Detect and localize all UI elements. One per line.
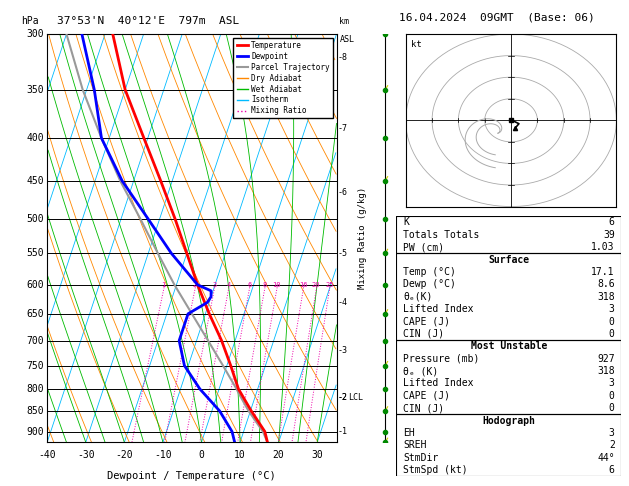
Text: 1.03: 1.03 (591, 242, 615, 252)
Text: 500: 500 (26, 214, 44, 224)
Text: K: K (403, 217, 409, 227)
Text: 6: 6 (247, 282, 252, 288)
Text: 6: 6 (609, 217, 615, 227)
Text: -2: -2 (338, 393, 348, 402)
Text: 37°53'N  40°12'E  797m  ASL: 37°53'N 40°12'E 797m ASL (57, 16, 240, 26)
Text: Lifted Index: Lifted Index (403, 304, 474, 314)
Text: 0: 0 (609, 316, 615, 327)
Text: 44°: 44° (597, 452, 615, 463)
Text: 30: 30 (311, 451, 323, 460)
Text: θₑ(K): θₑ(K) (403, 292, 432, 302)
Text: 927: 927 (597, 354, 615, 364)
Text: CAPE (J): CAPE (J) (403, 391, 450, 401)
Text: CAPE (J): CAPE (J) (403, 316, 450, 327)
Text: SREH: SREH (403, 440, 426, 451)
Text: 20: 20 (312, 282, 320, 288)
Text: 4: 4 (226, 282, 231, 288)
Text: -5: -5 (338, 249, 348, 258)
Text: 0: 0 (609, 329, 615, 339)
Text: -6: -6 (338, 188, 348, 197)
Text: 6: 6 (609, 465, 615, 475)
Text: -10: -10 (154, 451, 172, 460)
Text: kt: kt (411, 40, 421, 49)
Text: 3: 3 (609, 379, 615, 388)
Text: Dewp (°C): Dewp (°C) (403, 279, 456, 289)
Text: 0: 0 (199, 451, 204, 460)
Text: EH: EH (403, 428, 415, 438)
Text: 600: 600 (26, 280, 44, 290)
Text: 3: 3 (609, 428, 615, 438)
Text: Pressure (mb): Pressure (mb) (403, 354, 479, 364)
Text: 20: 20 (273, 451, 284, 460)
Text: 16: 16 (299, 282, 308, 288)
Text: 3: 3 (609, 304, 615, 314)
Legend: Temperature, Dewpoint, Parcel Trajectory, Dry Adiabat, Wet Adiabat, Isotherm, Mi: Temperature, Dewpoint, Parcel Trajectory… (233, 38, 333, 119)
Text: -30: -30 (77, 451, 94, 460)
Text: 850: 850 (26, 406, 44, 416)
Text: 450: 450 (26, 176, 44, 186)
Text: 0: 0 (609, 391, 615, 401)
Text: 550: 550 (26, 248, 44, 259)
Text: 8.6: 8.6 (597, 279, 615, 289)
Text: PW (cm): PW (cm) (403, 242, 444, 252)
Text: Mixing Ratio (g/kg): Mixing Ratio (g/kg) (358, 187, 367, 289)
Text: -20: -20 (116, 451, 133, 460)
Text: Temp (°C): Temp (°C) (403, 267, 456, 277)
Text: -40: -40 (38, 451, 56, 460)
Text: 17.1: 17.1 (591, 267, 615, 277)
Text: Lifted Index: Lifted Index (403, 379, 474, 388)
Text: Dewpoint / Temperature (°C): Dewpoint / Temperature (°C) (108, 471, 276, 481)
Text: 10: 10 (234, 451, 246, 460)
Text: StmDir: StmDir (403, 452, 438, 463)
Text: -8: -8 (338, 53, 348, 62)
Text: 750: 750 (26, 361, 44, 371)
Text: 39: 39 (603, 230, 615, 240)
Text: 16.04.2024  09GMT  (Base: 06): 16.04.2024 09GMT (Base: 06) (399, 12, 595, 22)
Text: 2: 2 (609, 440, 615, 451)
Text: 350: 350 (26, 85, 44, 95)
Text: Hodograph: Hodograph (482, 416, 535, 426)
Text: 700: 700 (26, 336, 44, 346)
Text: 25: 25 (325, 282, 333, 288)
Text: -4: -4 (338, 298, 348, 307)
Text: 650: 650 (26, 309, 44, 319)
Text: CIN (J): CIN (J) (403, 403, 444, 413)
Text: 800: 800 (26, 384, 44, 394)
Text: 2: 2 (192, 282, 197, 288)
Text: -1: -1 (338, 427, 348, 436)
Text: hPa: hPa (21, 16, 39, 26)
Text: 3: 3 (212, 282, 216, 288)
Text: 300: 300 (26, 29, 44, 39)
Text: Totals Totals: Totals Totals (403, 230, 479, 240)
Text: Most Unstable: Most Unstable (470, 341, 547, 351)
Text: 1: 1 (162, 282, 165, 288)
Text: 400: 400 (26, 133, 44, 143)
Text: -2: -2 (338, 393, 348, 402)
Text: StmSpd (kt): StmSpd (kt) (403, 465, 467, 475)
Text: 0: 0 (609, 403, 615, 413)
Text: LCL: LCL (348, 393, 363, 402)
Text: 318: 318 (597, 292, 615, 302)
Text: km: km (340, 17, 349, 26)
Text: CIN (J): CIN (J) (403, 329, 444, 339)
Text: 318: 318 (597, 366, 615, 376)
Text: Surface: Surface (488, 255, 530, 264)
Text: 8: 8 (262, 282, 267, 288)
Text: 900: 900 (26, 427, 44, 436)
Text: θₑ (K): θₑ (K) (403, 366, 438, 376)
Text: 10: 10 (272, 282, 281, 288)
Text: -3: -3 (338, 347, 348, 355)
Text: ASL: ASL (340, 35, 354, 44)
Text: -7: -7 (338, 124, 348, 134)
